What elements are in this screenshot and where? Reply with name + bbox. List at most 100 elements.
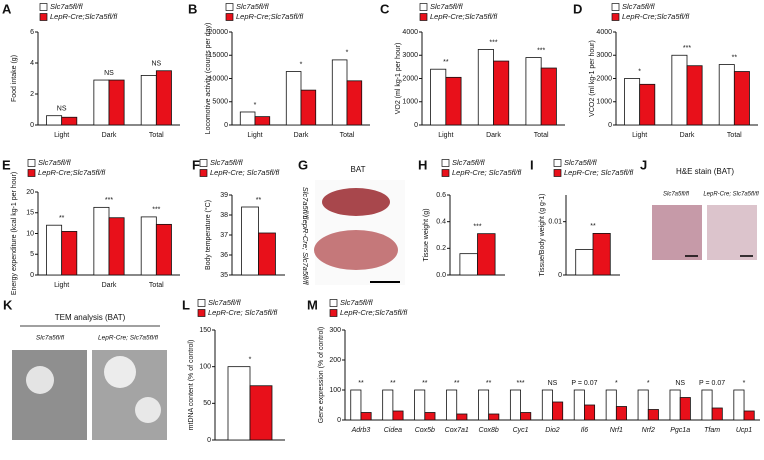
y-tick-label: 0.6 — [436, 192, 446, 199]
y-tick-label: 50 — [203, 400, 211, 407]
y-tick-label: 4000 — [402, 29, 418, 36]
y-tick-label: 10 — [26, 230, 34, 237]
bar — [414, 389, 426, 421]
y-tick-label: 0.2 — [436, 245, 446, 252]
y-tick-label: 0 — [337, 417, 341, 424]
significance: * — [300, 61, 303, 68]
legend-swatch — [39, 3, 48, 11]
significance: *** — [683, 45, 691, 52]
bar — [93, 206, 110, 276]
legend-swatch — [329, 309, 338, 317]
y-axis-label: VO2 (ml kg-1 per hour) — [395, 43, 402, 115]
image-label: LepR-Cre; Slc7a5fl/fl — [98, 335, 159, 342]
significance: *** — [537, 47, 545, 54]
y-axis-label: Energy expenditure (kcal kg-1 per hour) — [11, 172, 18, 295]
panel-letter: C — [380, 1, 390, 16]
bar — [509, 389, 521, 421]
significance: ** — [486, 380, 492, 387]
bar — [671, 54, 688, 126]
bar — [488, 413, 500, 421]
legend-swatch — [329, 299, 338, 307]
y-axis-label: mtDNA content (% of control) — [188, 340, 195, 431]
bar — [424, 412, 436, 421]
bar — [254, 116, 271, 126]
bar — [46, 115, 63, 126]
bar — [430, 68, 447, 126]
micrograph — [707, 205, 757, 260]
bar — [93, 79, 110, 126]
bar — [140, 216, 157, 276]
x-tick-label: Cyc1 — [513, 427, 529, 434]
bar — [639, 83, 656, 126]
bar — [552, 401, 564, 421]
x-tick-label: Pgc1a — [670, 427, 690, 434]
legend-label: Slc7a5fl/fl — [564, 158, 597, 167]
legend-label: LepR-Cre;Slc7a5fl/fl — [50, 12, 117, 21]
bar — [647, 409, 659, 421]
legend-label: LepR-Cre;Slc7a5fl/fl — [622, 12, 689, 21]
significance: * — [647, 380, 650, 387]
legend-swatch — [553, 159, 562, 167]
legend-label: Slc7a5fl/fl — [210, 158, 243, 167]
bar — [61, 116, 78, 126]
panel-letter: K — [3, 297, 13, 312]
legend-label: Slc7a5fl/fl — [236, 2, 269, 11]
panel-letter: E — [2, 157, 11, 172]
legend-label: Slc7a5fl/fl — [50, 2, 83, 11]
y-axis-label: Gene expression (% of control) — [318, 327, 325, 424]
y-tick-label: 2 — [30, 91, 34, 98]
y-tick-label: 3000 — [596, 52, 612, 59]
bar — [382, 389, 394, 421]
image-title: BAT — [351, 165, 366, 174]
tissue — [322, 188, 390, 216]
x-tick-label: Cox5b — [415, 427, 435, 434]
bar — [743, 410, 755, 421]
legend-swatch — [611, 3, 620, 11]
significance: ** — [256, 197, 262, 204]
bar — [637, 389, 649, 421]
y-axis-label: Tissue weight (g) — [423, 208, 430, 261]
bar — [669, 389, 681, 421]
legend-label: Slc7a5fl/fl — [622, 2, 655, 11]
bar — [285, 71, 302, 126]
bar — [573, 389, 585, 421]
y-axis-label: Locomotive activity (counts per day) — [205, 23, 212, 135]
bar — [346, 80, 363, 126]
panel-letter: H — [418, 157, 427, 172]
significance: * — [249, 357, 252, 364]
legend-label: Slc7a5fl/fl — [340, 298, 373, 307]
bar — [477, 49, 494, 126]
legend-label: Slc7a5fl/fl — [208, 298, 241, 307]
legend-swatch — [225, 3, 234, 11]
y-tick-label: 0.0 — [436, 272, 446, 279]
bar — [478, 389, 490, 421]
legend-label: LepR-Cre; Slc7a5fl/fl — [452, 168, 522, 177]
micrograph — [12, 350, 87, 440]
bar — [331, 59, 348, 126]
legend-swatch — [199, 159, 208, 167]
y-tick-label: 39 — [220, 192, 228, 199]
x-tick-label: Dark — [102, 282, 117, 289]
significance: *** — [473, 224, 481, 231]
y-tick-label: 1000 — [596, 99, 612, 106]
x-tick-label: Dark — [680, 132, 695, 139]
x-tick-label: Light — [247, 132, 262, 139]
bar — [46, 224, 63, 276]
significance: ** — [454, 380, 460, 387]
bar — [258, 232, 276, 276]
panel-letter: A — [2, 1, 12, 16]
bar — [459, 253, 478, 276]
x-tick-label: Ucp1 — [736, 427, 752, 434]
y-tick-label: 38 — [220, 212, 228, 219]
image-label: LepR-Cre; Slc7a5fl/fl — [703, 192, 759, 198]
y-tick-label: 36 — [220, 252, 228, 259]
y-tick-label: 0.01 — [548, 219, 562, 226]
bar — [525, 57, 542, 126]
bar — [711, 407, 723, 421]
bar — [446, 389, 458, 421]
bar — [733, 389, 745, 421]
y-tick-label: 0 — [30, 272, 34, 279]
x-tick-label: Light — [632, 132, 647, 139]
